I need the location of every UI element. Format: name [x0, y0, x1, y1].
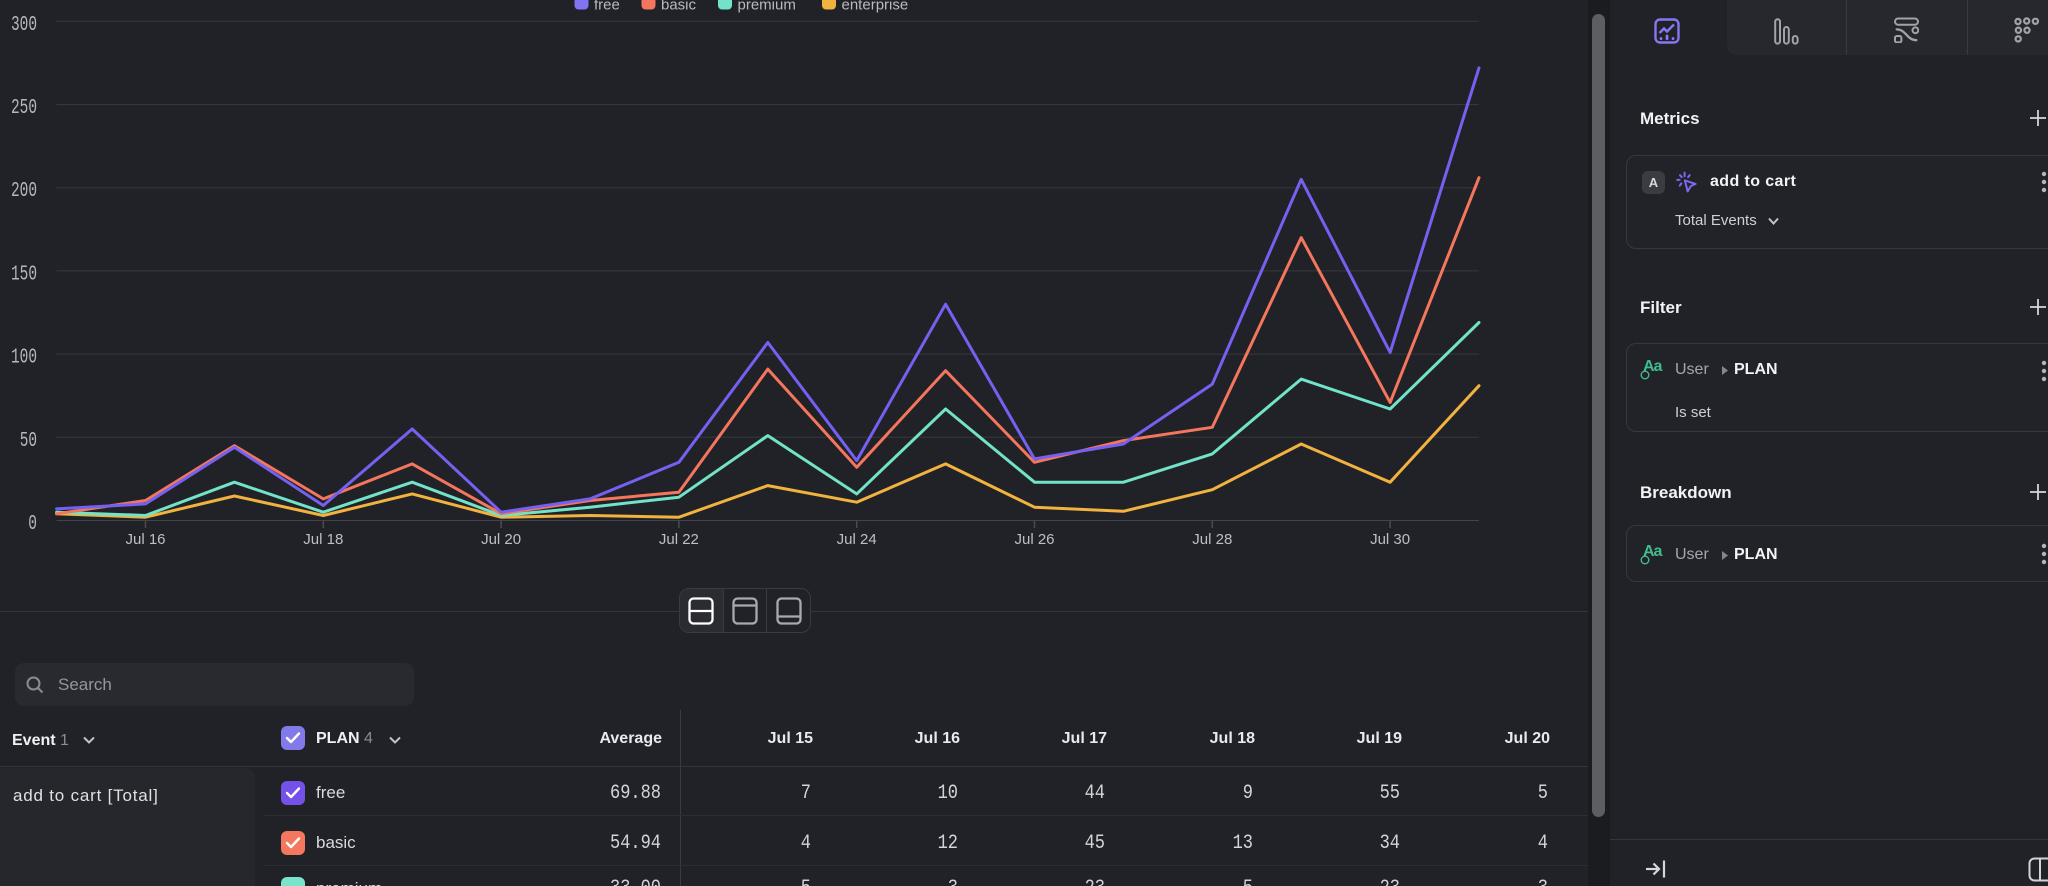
svg-text:Jul 20: Jul 20	[481, 531, 521, 548]
svg-text:300: 300	[11, 14, 37, 37]
svg-text:100: 100	[11, 347, 37, 370]
svg-text:Jul 18: Jul 18	[303, 531, 343, 548]
svg-text:150: 150	[11, 263, 37, 286]
svg-text:0: 0	[28, 513, 37, 536]
svg-text:Jul 28: Jul 28	[1192, 531, 1232, 548]
svg-text:enterprise: enterprise	[842, 0, 909, 14]
svg-text:Jul 30: Jul 30	[1370, 531, 1410, 548]
svg-text:50: 50	[20, 430, 37, 453]
svg-text:Jul 16: Jul 16	[125, 531, 165, 548]
svg-text:basic: basic	[661, 0, 697, 14]
svg-text:200: 200	[11, 180, 37, 203]
svg-text:Jul 22: Jul 22	[659, 531, 699, 548]
svg-text:Jul 24: Jul 24	[837, 531, 877, 548]
svg-text:free: free	[594, 0, 620, 14]
svg-text:premium: premium	[738, 0, 796, 14]
svg-text:Jul 26: Jul 26	[1014, 531, 1054, 548]
svg-text:250: 250	[11, 97, 37, 120]
